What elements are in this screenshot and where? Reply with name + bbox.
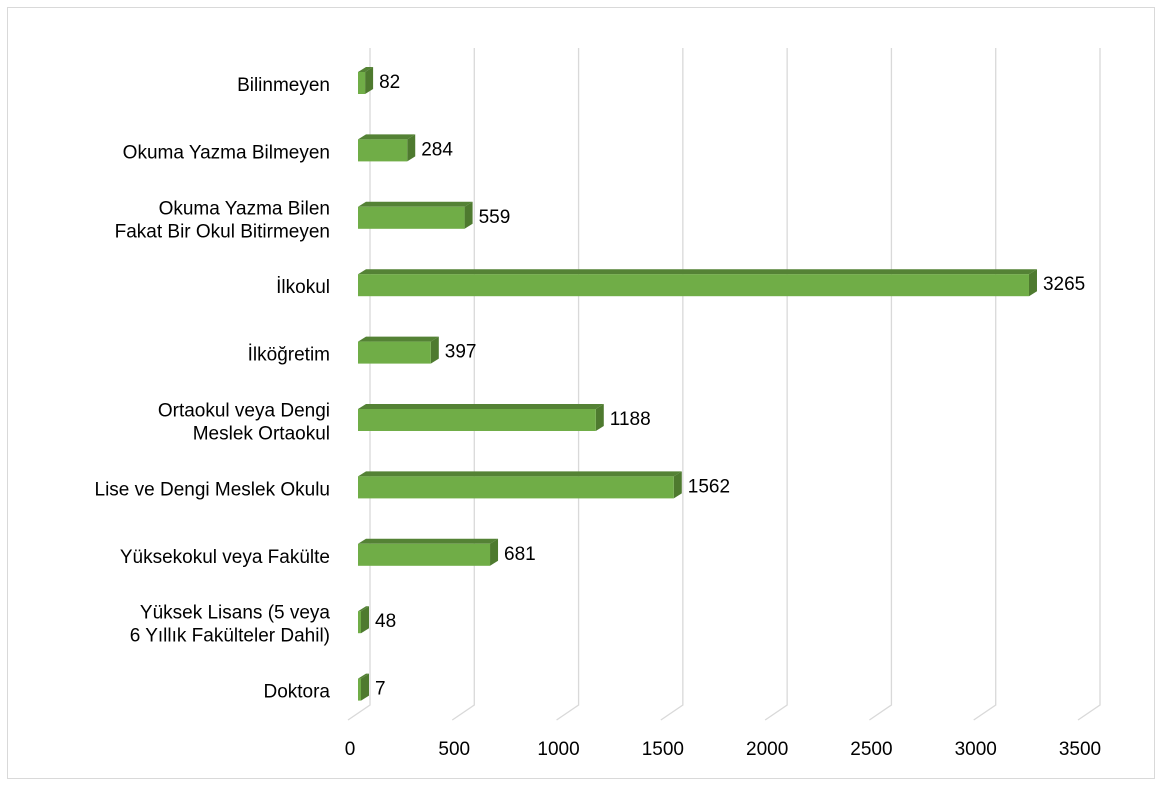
category-label: Doktora bbox=[263, 682, 330, 703]
x-tick-label-1000: 1000 bbox=[537, 739, 579, 760]
category-label: Ortaokul veya Dengi Meslek Ortaokul bbox=[158, 401, 330, 445]
bar-1: 82 bbox=[358, 67, 400, 94]
value-label: 1562 bbox=[688, 476, 730, 497]
bar-front-face bbox=[358, 611, 361, 634]
x-tick-label-3500: 3500 bbox=[1059, 739, 1101, 760]
category-label: İlkokul bbox=[276, 277, 330, 298]
bar-side-face bbox=[595, 404, 604, 431]
bar-top-face bbox=[358, 538, 499, 544]
bar-top-face bbox=[358, 201, 473, 207]
bar-side-face bbox=[430, 336, 439, 364]
bar-5: 397 bbox=[358, 336, 477, 364]
bar-side-face bbox=[490, 538, 499, 566]
bar-6: 1188 bbox=[358, 404, 651, 431]
category-label: Yüksekokul veya Fakülte bbox=[120, 547, 330, 568]
bar-front-face bbox=[358, 678, 361, 701]
bar-side-face bbox=[464, 201, 473, 229]
bar-front-face bbox=[358, 409, 596, 431]
bar-side-face bbox=[361, 606, 369, 634]
gridline-2000 bbox=[764, 48, 788, 721]
gridline-0 bbox=[347, 48, 371, 721]
bar-8: 681 bbox=[358, 538, 536, 566]
category-label: İlköğretim bbox=[248, 345, 330, 366]
category-label-line: Okuma Yazma Bilen bbox=[159, 198, 330, 219]
bar-front-face bbox=[358, 543, 491, 566]
bar-side-face bbox=[365, 67, 374, 94]
value-label: 284 bbox=[421, 139, 453, 160]
value-label: 681 bbox=[504, 544, 536, 565]
category-label-line: Lise ve Dengi Meslek Okulu bbox=[95, 479, 331, 500]
bar-top-face bbox=[358, 404, 604, 409]
category-label-line: Bilinmeyen bbox=[237, 75, 330, 96]
bar-side-face bbox=[1028, 269, 1037, 297]
category-label: Yüksek Lisans (5 veya 6 Yıllık Fakülteler… bbox=[130, 603, 331, 647]
bar-front-face bbox=[358, 139, 408, 162]
category-label-line: Meslek Ortaokul bbox=[193, 424, 330, 445]
category-label: Okuma Yazma Bilen Fakat Bir Okul Bitirmey… bbox=[115, 198, 330, 242]
value-label: 3265 bbox=[1043, 274, 1085, 295]
category-label: Okuma Yazma Bilmeyen bbox=[123, 142, 330, 163]
category-label-line: Fakat Bir Okul Bitirmeyen bbox=[115, 221, 330, 242]
category-label-line: Yüksekokul veya Fakülte bbox=[120, 547, 330, 568]
bar-4: 3265 bbox=[358, 269, 1085, 297]
category-label-line: 6 Yıllık Fakülteler Dahil) bbox=[130, 626, 330, 647]
category-label: Bilinmeyen bbox=[237, 75, 330, 96]
gridline-2500 bbox=[869, 48, 893, 721]
gridline-1000 bbox=[556, 48, 580, 721]
category-label-line: Ortaokul veya Dengi bbox=[158, 401, 330, 422]
bar-top-face bbox=[358, 336, 439, 342]
gridline-3000 bbox=[973, 48, 997, 721]
bar-top-face bbox=[358, 606, 369, 612]
bar-top-face bbox=[358, 673, 369, 679]
category-label: Lise ve Dengi Meslek Okulu bbox=[95, 479, 331, 500]
x-tick-label-2000: 2000 bbox=[746, 739, 788, 760]
bar-front-face bbox=[358, 274, 1029, 297]
bar-top-face bbox=[358, 471, 682, 477]
gridline-1500 bbox=[660, 48, 684, 721]
gridline-500 bbox=[451, 48, 475, 721]
bar-top-face bbox=[358, 67, 374, 72]
bar-2: 284 bbox=[358, 134, 453, 162]
bar-3: 559 bbox=[358, 201, 511, 229]
gridline-3500 bbox=[1077, 48, 1101, 721]
bar-top-face bbox=[358, 269, 1037, 275]
category-label-line: Okuma Yazma Bilmeyen bbox=[123, 142, 330, 163]
value-label: 48 bbox=[375, 611, 396, 632]
x-tick-label-3000: 3000 bbox=[955, 739, 997, 760]
value-label: 559 bbox=[479, 207, 511, 228]
bar-front-face bbox=[358, 206, 465, 229]
value-label: 1188 bbox=[610, 409, 651, 430]
bar-7: 1562 bbox=[358, 471, 730, 499]
x-tick-label-2500: 2500 bbox=[850, 739, 892, 760]
bar-top-face bbox=[358, 134, 416, 140]
x-tick-label-1500: 1500 bbox=[642, 739, 684, 760]
bar-9: 48 bbox=[358, 606, 396, 634]
bar-front-face bbox=[358, 341, 431, 364]
category-label-line: İlköğretim bbox=[248, 345, 330, 366]
bar-side-face bbox=[361, 673, 369, 701]
value-label: 397 bbox=[445, 342, 477, 363]
value-label: 82 bbox=[379, 72, 400, 93]
bar-side-face bbox=[673, 471, 682, 499]
x-tick-label-0: 0 bbox=[345, 739, 356, 760]
bar-10: 7 bbox=[358, 673, 386, 701]
category-label-line: Yüksek Lisans (5 veya bbox=[140, 603, 331, 624]
x-tick-label-500: 500 bbox=[438, 739, 470, 760]
category-label-line: İlkokul bbox=[276, 277, 330, 298]
category-label-line: Doktora bbox=[263, 682, 330, 703]
bar-front-face bbox=[358, 476, 674, 499]
value-label: 7 bbox=[375, 679, 386, 700]
bar-front-face bbox=[358, 72, 366, 94]
bar-side-face bbox=[407, 134, 416, 162]
chart-frame bbox=[7, 7, 1155, 779]
